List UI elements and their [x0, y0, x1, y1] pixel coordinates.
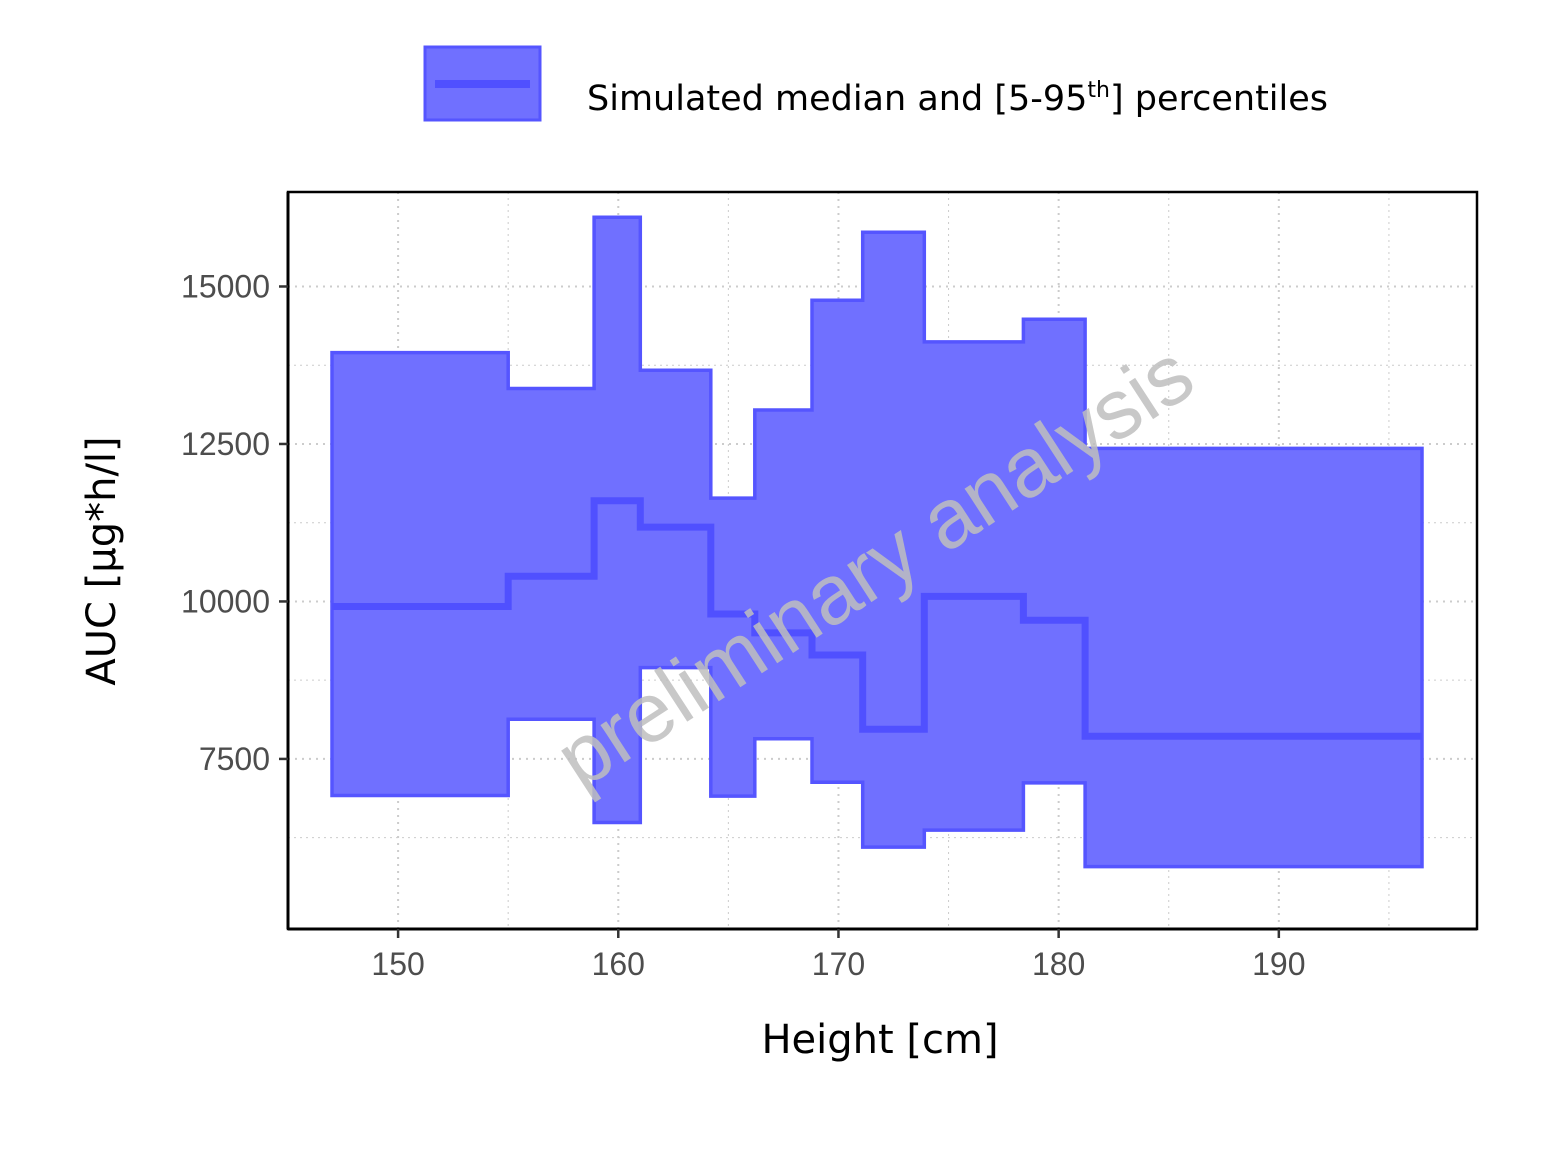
legend-label: Simulated median and [5-95th] percentile… [587, 78, 1328, 119]
data-layer [330, 215, 1424, 869]
legend-label-main: Simulated median and [5-95 [587, 79, 1087, 119]
legend-label-sup: th [1087, 78, 1110, 103]
y-tick-label: 15000 [181, 268, 270, 304]
x-tick-label: 190 [1252, 946, 1305, 982]
percentile-band [330, 215, 1424, 869]
y-tick-label: 12500 [181, 426, 270, 462]
x-axis-title: Height [cm] [761, 1017, 998, 1063]
x-tick-label: 160 [592, 946, 645, 982]
legend-label-end: ] percentiles [1110, 79, 1328, 119]
y-tick-label: 7500 [199, 741, 270, 777]
y-tick-label: 10000 [181, 583, 270, 619]
legend: Simulated median and [5-95th] percentile… [423, 45, 1328, 122]
median-line [332, 497, 1422, 740]
x-tick-label: 150 [371, 946, 424, 982]
axis-ticks: 150 160 170 180 190 7500 10000 12500 15000 [181, 268, 1306, 982]
x-tick-label: 180 [1032, 946, 1085, 982]
y-axis-title: AUC [µg*h/l] [79, 436, 125, 685]
x-tick-label: 170 [812, 946, 865, 982]
